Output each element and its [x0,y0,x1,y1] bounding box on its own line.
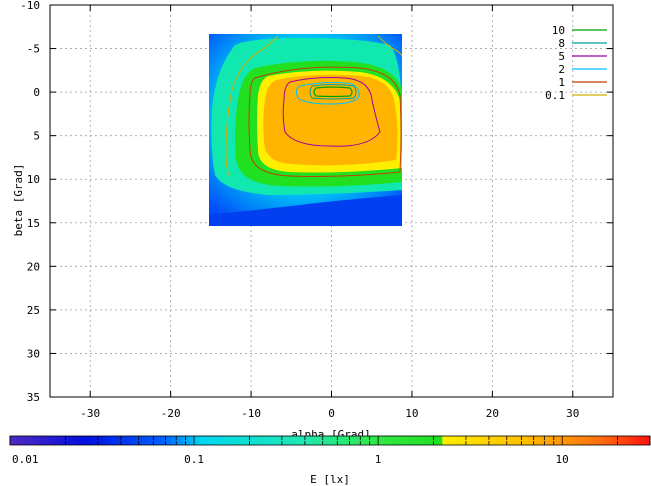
colorbar-label: E [lx] [310,473,350,486]
legend-label: 5 [558,50,565,63]
y-tick-label: -5 [27,43,40,56]
legend-label: 2 [558,63,565,76]
x-tick-label: -10 [241,407,261,420]
contour-0.1 [225,35,402,177]
y-tick-label: 5 [33,130,40,143]
y-tick-label: 20 [27,260,40,273]
x-tick-label: 30 [566,407,579,420]
contours [225,35,402,177]
colorbar-tick-label: 10 [556,453,569,466]
colorbar-tick-label: 1 [375,453,382,466]
y-tick-label: 30 [27,347,40,360]
heatmap [209,34,402,226]
contour-10 [313,86,353,98]
colorbar: 0.01 0.1 1 10 E [lx] [9,435,651,486]
y-tick-label: 0 [33,86,40,99]
y-tick-label: -10 [20,0,40,12]
legend-label: 10 [552,24,565,37]
y-axis-label: beta [Grad] [12,164,25,237]
contour-8 [309,84,357,100]
x-tick-label: 0 [328,407,335,420]
colorbar-ticks: 0.01 0.1 1 10 [9,436,651,466]
legend-label: 1 [558,76,565,89]
contour-5 [282,77,381,147]
contour-2 [295,81,360,105]
x-tick-label: 10 [405,407,418,420]
colorbar-tick-label: 0.1 [184,453,204,466]
x-tick-label: -30 [80,407,100,420]
x-axis-ticks: -30 -20 -10 0 10 20 30 [80,5,579,420]
y-tick-label: 35 [27,391,40,404]
contour-1 [248,66,402,177]
y-tick-label: 15 [27,217,40,230]
legend-label: 0.1 [545,89,565,102]
legend-label: 8 [558,37,565,50]
y-tick-label: 10 [27,173,40,186]
y-tick-label: 25 [27,304,40,317]
x-tick-label: -20 [161,407,181,420]
x-tick-label: 20 [486,407,499,420]
colorbar-tick-label: 0.01 [12,453,39,466]
